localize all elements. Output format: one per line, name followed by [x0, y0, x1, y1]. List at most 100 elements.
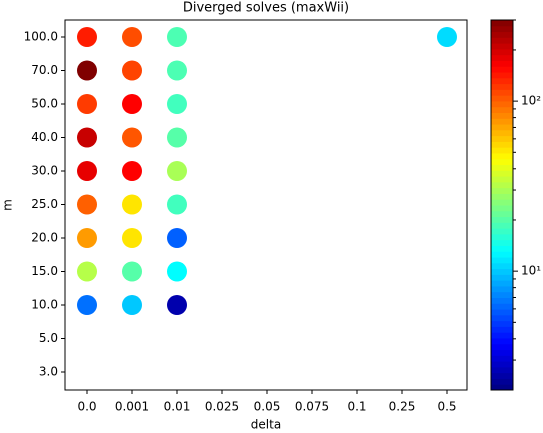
x-tick-label: 0.05: [254, 400, 281, 414]
point: [77, 94, 97, 114]
x-tick-label: 0.25: [389, 400, 416, 414]
x-tick-label: 0.001: [115, 400, 149, 414]
colorbar-frame: [490, 19, 514, 391]
colorbar-segment: [491, 129, 513, 137]
colorbar-segment: [491, 372, 513, 379]
colorbar-segment: [491, 337, 513, 345]
colorbar-segment: [491, 181, 513, 189]
y-tick-label: 30.0: [31, 164, 58, 178]
colorbar-segment: [491, 187, 513, 194]
colorbar-segment: [491, 205, 513, 212]
colorbar-segment: [491, 60, 513, 67]
y-tick-label: 70.0: [31, 63, 58, 77]
colorbar-segment: [491, 349, 513, 356]
point: [437, 27, 457, 47]
y-tick-label: 20.0: [31, 231, 58, 245]
colorbar-segment: [491, 228, 513, 235]
colorbar-segment: [491, 176, 513, 183]
point: [77, 194, 97, 215]
x-tick-label: 0.01: [164, 400, 191, 414]
colorbar-segment: [491, 384, 513, 391]
point: [77, 60, 97, 81]
colorbar-segment: [491, 83, 513, 90]
colorbar-segment: [491, 20, 513, 27]
colorbar-segment: [491, 285, 513, 293]
colorbar-segment: [491, 326, 513, 333]
colorbar-segment: [491, 31, 513, 38]
point: [77, 27, 97, 47]
colorbar-segment: [491, 210, 513, 218]
colorbar-segment: [491, 332, 513, 339]
point: [167, 27, 187, 47]
point: [122, 295, 142, 315]
colorbar-segment: [491, 297, 513, 304]
colorbar-segment: [491, 268, 513, 275]
colorbar-segment: [491, 239, 513, 246]
x-tick-label: 0.025: [205, 400, 239, 414]
colorbar-segment: [491, 222, 513, 229]
colorbar-segment: [491, 274, 513, 281]
colorbar-segment: [491, 66, 513, 73]
colorbar-segment: [491, 43, 513, 50]
point: [122, 194, 142, 215]
colorbar-segment: [491, 135, 513, 142]
y-tick-label: 50.0: [31, 97, 58, 111]
y-axis-label: m: [1, 199, 15, 211]
colorbar-segment: [491, 54, 513, 61]
colorbar-segment: [491, 291, 513, 298]
colorbar-segment: [491, 77, 513, 85]
y-tick-label: 3.0: [39, 365, 58, 379]
point: [77, 127, 97, 148]
x-tick-label: 0.0: [77, 400, 96, 414]
colorbar-segment: [491, 118, 513, 125]
colorbar-segment: [491, 245, 513, 252]
point: [122, 127, 142, 148]
y-tick-label: 40.0: [31, 130, 58, 144]
y-tick-label: 10.0: [31, 298, 58, 312]
colorbar-segment: [491, 141, 513, 148]
colorbar-segment: [491, 100, 513, 108]
point: [167, 94, 187, 114]
colorbar-segment: [491, 320, 513, 327]
colorbar-segment: [491, 378, 513, 385]
colorbar-segment: [491, 89, 513, 96]
point: [167, 194, 187, 215]
colorbar-segment: [491, 106, 513, 113]
point: [77, 228, 97, 248]
colorbar-segment: [491, 152, 513, 160]
colorbar-segment: [491, 361, 513, 368]
x-tick-label: 0.1: [347, 400, 366, 414]
colorbar-segment: [491, 72, 513, 79]
point: [167, 261, 187, 282]
colorbar-segment: [491, 124, 513, 131]
chart-title: Diverged solves (maxWii): [183, 1, 349, 16]
point: [77, 261, 97, 282]
colorbar-segment: [491, 343, 513, 351]
colorbar-segment: [491, 158, 513, 166]
point: [167, 161, 187, 181]
colorbar-segment: [491, 216, 513, 223]
point: [122, 161, 142, 181]
colorbar-segment: [491, 257, 513, 264]
colorbar-tick-label: 10¹: [521, 264, 541, 278]
colorbar-segment: [491, 309, 513, 316]
point: [122, 60, 142, 81]
colorbar-segment: [491, 25, 513, 33]
y-tick-label: 25.0: [31, 197, 58, 211]
colorbar-segment: [491, 366, 513, 374]
y-tick-label: 15.0: [31, 264, 58, 278]
point: [122, 94, 142, 114]
colorbar-segment: [491, 147, 513, 154]
point: [167, 127, 187, 148]
colorbar-segment: [491, 164, 513, 171]
point: [122, 261, 142, 282]
colorbar-segment: [491, 251, 513, 258]
colorbar-segment: [491, 280, 513, 287]
colorbar: [491, 20, 513, 391]
point: [167, 228, 187, 248]
colorbar-segment: [491, 170, 513, 177]
colorbar-segment: [491, 48, 513, 56]
colorbar-segment: [491, 193, 513, 200]
y-tick-label: 100.0: [24, 30, 58, 44]
